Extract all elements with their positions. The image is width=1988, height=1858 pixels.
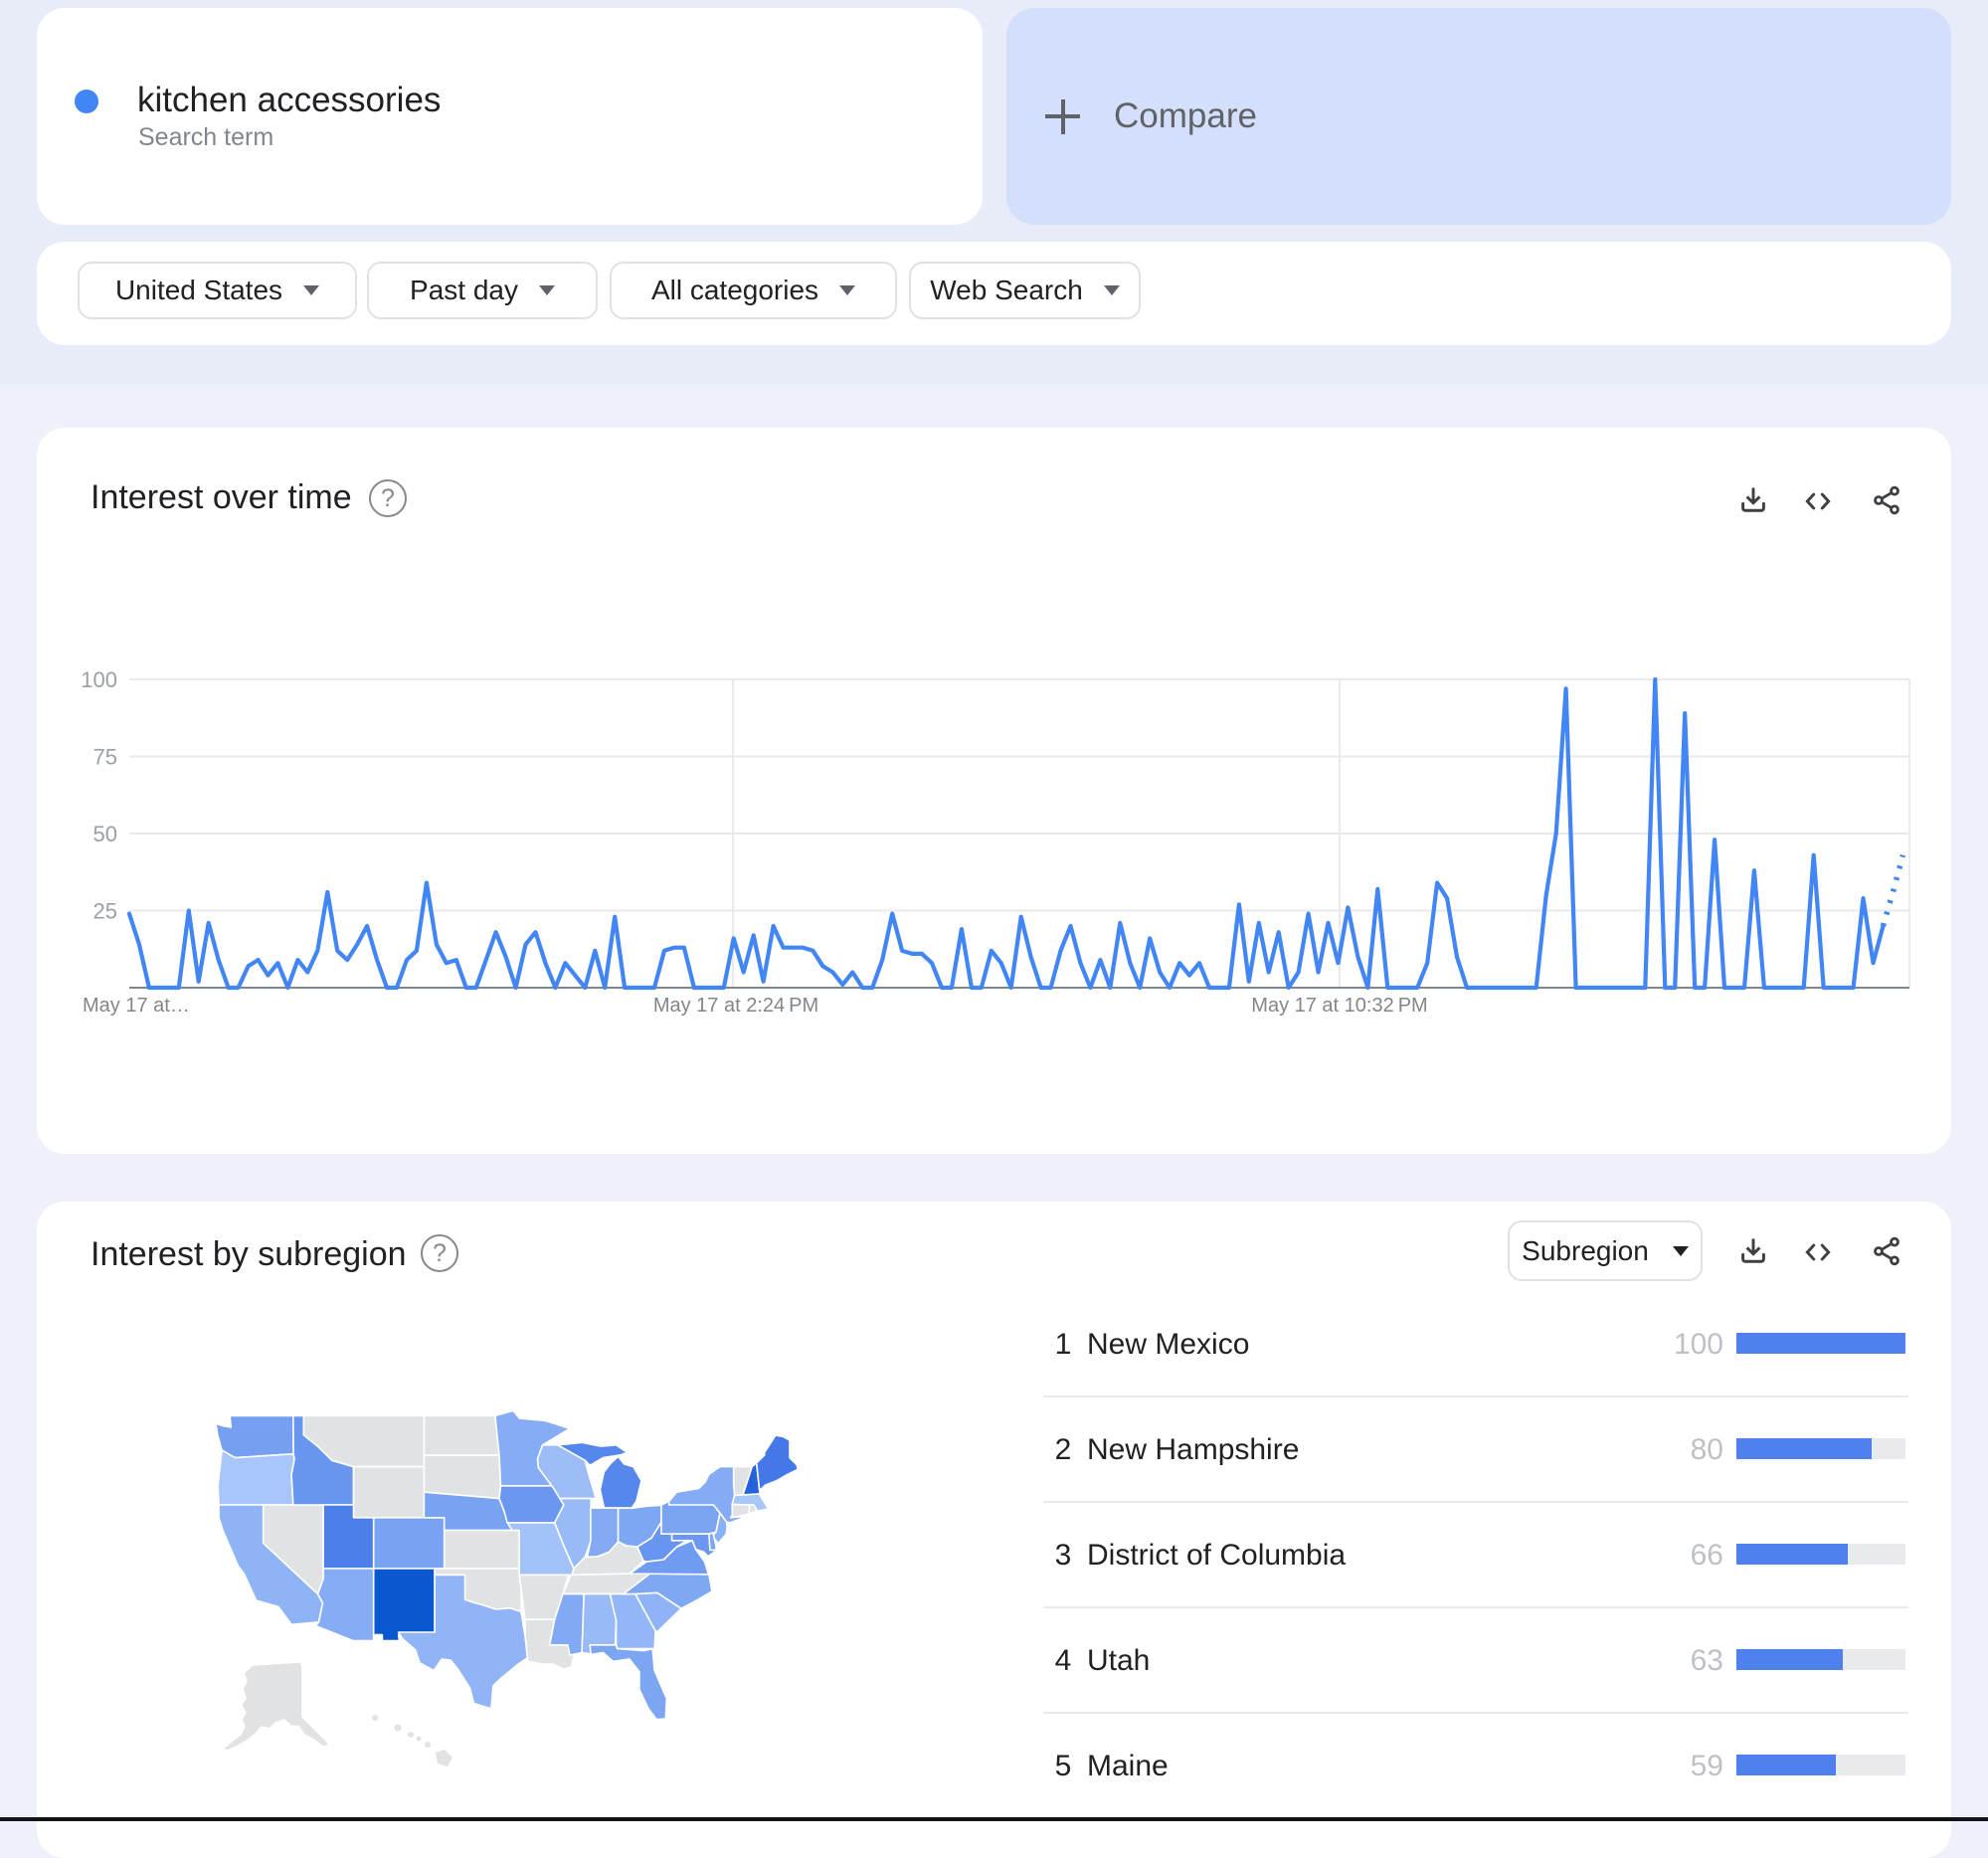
svg-text:50: 50 xyxy=(93,822,117,846)
svg-text:May 17 at 2:24 PM: May 17 at 2:24 PM xyxy=(653,995,818,1017)
svg-text:75: 75 xyxy=(93,745,117,770)
svg-text:100: 100 xyxy=(81,667,117,692)
svg-text:May 17 at 10:32 PM: May 17 at 10:32 PM xyxy=(1251,995,1427,1017)
svg-text:25: 25 xyxy=(93,899,117,924)
svg-text:May 17 at…: May 17 at… xyxy=(83,995,190,1017)
